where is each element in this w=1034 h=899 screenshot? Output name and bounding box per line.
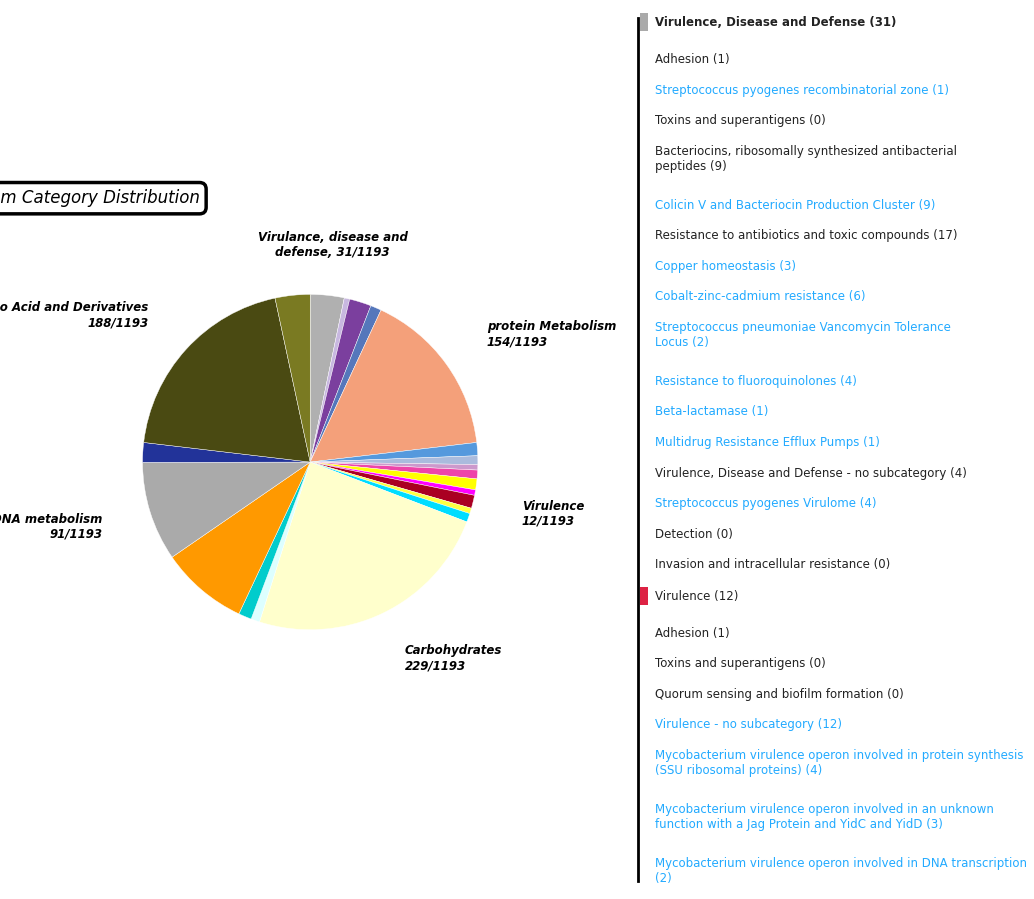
Wedge shape — [310, 462, 478, 479]
Wedge shape — [310, 298, 349, 462]
Text: Virulence, Disease and Defense (31): Virulence, Disease and Defense (31) — [655, 16, 896, 29]
Text: Streptococcus pyogenes recombinatorial zone (1): Streptococcus pyogenes recombinatorial z… — [655, 84, 949, 96]
Bar — [640, 587, 648, 605]
Wedge shape — [144, 298, 310, 462]
Text: Cobalt-zinc-cadmium resistance (6): Cobalt-zinc-cadmium resistance (6) — [655, 290, 865, 303]
Text: Streptococcus pyogenes Virulome (4): Streptococcus pyogenes Virulome (4) — [655, 497, 877, 510]
Text: Mycobacterium virulence operon involved in DNA transcription
(2): Mycobacterium virulence operon involved … — [655, 857, 1027, 885]
Text: Mycobacterium virulence operon involved in protein synthesis
(SSU ribosomal prot: Mycobacterium virulence operon involved … — [655, 749, 1024, 777]
Text: protein Metabolism
154/1193: protein Metabolism 154/1193 — [487, 320, 616, 348]
Wedge shape — [310, 462, 475, 508]
Text: Toxins and superantigens (0): Toxins and superantigens (0) — [655, 657, 826, 670]
Text: Carbohydrates
229/1193: Carbohydrates 229/1193 — [405, 645, 503, 672]
Text: Virulence - no subcategory (12): Virulence - no subcategory (12) — [655, 718, 842, 731]
Text: Mycobacterium virulence operon involved in an unknown
function with a Jag Protei: Mycobacterium virulence operon involved … — [655, 803, 994, 831]
Text: Quorum sensing and biofilm formation (0): Quorum sensing and biofilm formation (0) — [655, 688, 904, 700]
Wedge shape — [275, 294, 310, 462]
Bar — [640, 13, 648, 31]
Text: Toxins and superantigens (0): Toxins and superantigens (0) — [655, 114, 826, 127]
Text: Streptococcus pneumoniae Vancomycin Tolerance
Locus (2): Streptococcus pneumoniae Vancomycin Tole… — [655, 321, 951, 349]
Text: Detection (0): Detection (0) — [655, 528, 733, 540]
Wedge shape — [310, 299, 371, 462]
Text: Amino Acid and Derivatives
188/1193: Amino Acid and Derivatives 188/1193 — [0, 301, 149, 329]
Text: Virulence (12): Virulence (12) — [655, 590, 738, 602]
Text: Bacteriocins, ribosomally synthesized antibacterial
peptides (9): Bacteriocins, ribosomally synthesized an… — [655, 145, 957, 173]
Text: Subsystem Category Distribution: Subsystem Category Distribution — [0, 189, 200, 207]
Text: Resistance to fluoroquinolones (4): Resistance to fluoroquinolones (4) — [655, 375, 857, 387]
Wedge shape — [143, 462, 310, 557]
Wedge shape — [310, 462, 477, 490]
Wedge shape — [310, 462, 478, 470]
Text: Invasion and intracellular resistance (0): Invasion and intracellular resistance (0… — [655, 558, 890, 571]
Text: Multidrug Resistance Efflux Pumps (1): Multidrug Resistance Efflux Pumps (1) — [655, 436, 880, 449]
Wedge shape — [251, 462, 310, 622]
Wedge shape — [310, 456, 478, 465]
Wedge shape — [310, 306, 381, 462]
Text: Copper homeostasis (3): Copper homeostasis (3) — [655, 260, 796, 272]
Wedge shape — [310, 462, 472, 513]
Wedge shape — [260, 462, 466, 629]
Text: Beta-lactamase (1): Beta-lactamase (1) — [655, 405, 768, 418]
Wedge shape — [310, 442, 478, 462]
Text: Colicin V and Bacteriocin Production Cluster (9): Colicin V and Bacteriocin Production Clu… — [655, 199, 936, 211]
Wedge shape — [310, 462, 469, 522]
Text: Adhesion (1): Adhesion (1) — [655, 53, 730, 66]
Wedge shape — [310, 294, 344, 462]
Text: Virulence, Disease and Defense - no subcategory (4): Virulence, Disease and Defense - no subc… — [655, 467, 967, 479]
Wedge shape — [172, 462, 310, 614]
Wedge shape — [239, 462, 310, 619]
Text: Resistance to antibiotics and toxic compounds (17): Resistance to antibiotics and toxic comp… — [655, 229, 957, 242]
Wedge shape — [143, 442, 310, 462]
Wedge shape — [310, 462, 476, 495]
Text: Adhesion (1): Adhesion (1) — [655, 627, 730, 639]
Text: DNA metabolism
91/1193: DNA metabolism 91/1193 — [0, 513, 102, 541]
Text: Virulence
12/1193: Virulence 12/1193 — [522, 500, 584, 528]
Text: Virulance, disease and
defense, 31/1193: Virulance, disease and defense, 31/1193 — [257, 231, 407, 259]
Wedge shape — [310, 310, 477, 462]
